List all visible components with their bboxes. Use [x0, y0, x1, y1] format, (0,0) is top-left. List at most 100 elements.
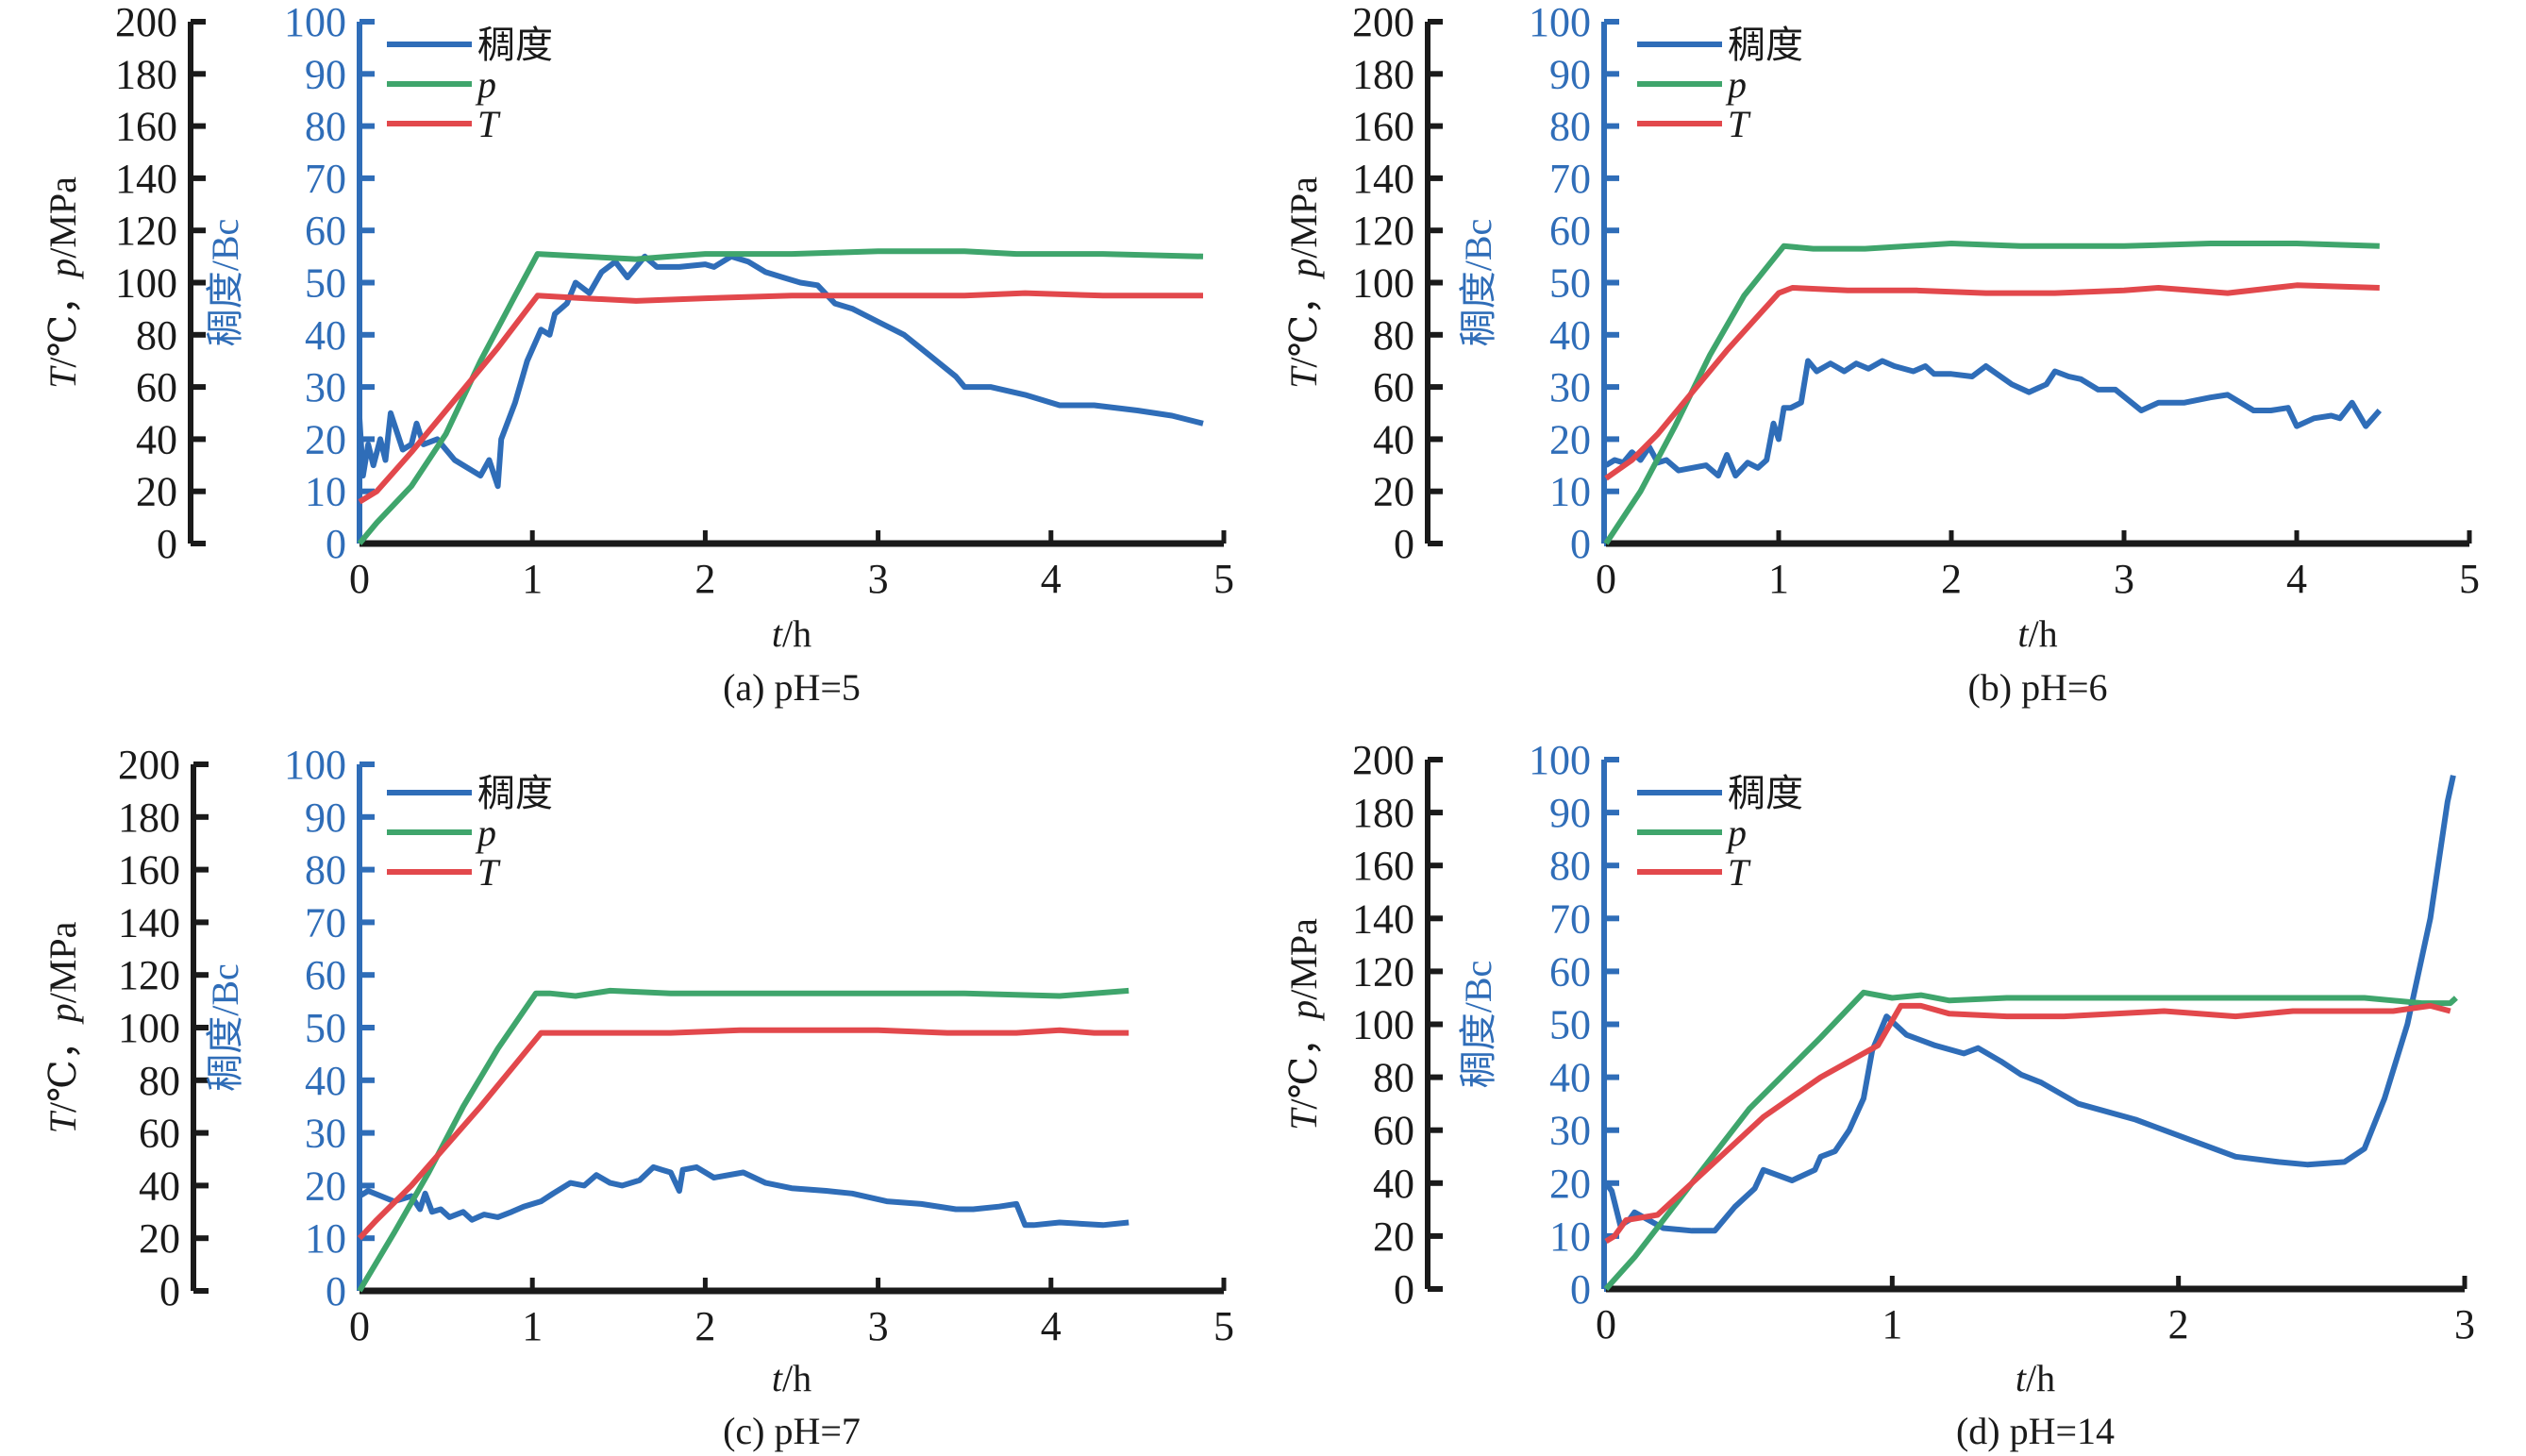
left-y-tick-label: 40	[1373, 416, 1414, 462]
legend-label: 稠度	[1728, 772, 1803, 814]
left-y-tick-label: 120	[1352, 208, 1414, 254]
legend-item-temperature: T	[387, 103, 501, 145]
consistency-y-axis-label: 稠度/Bc	[204, 219, 246, 347]
legend-label: T	[477, 851, 501, 894]
x-tick-label: 4	[1041, 1303, 1062, 1349]
left-y-tick-label: 0	[1394, 521, 1414, 567]
consistency-y-tick-label: 50	[305, 1005, 346, 1051]
consistency-y-tick-label: 50	[1549, 1002, 1591, 1048]
left-y-tick-label: 20	[1373, 1213, 1414, 1260]
left-y-tick-label: 60	[1373, 364, 1414, 410]
x-axis-label: t/h	[772, 1357, 811, 1399]
consistency-y-tick-label: 60	[305, 952, 346, 998]
left-y-axis-label: T/℃，p/MPa	[1282, 918, 1325, 1130]
left-y-tick-label: 180	[1352, 51, 1414, 97]
consistency-y-tick-label: 30	[305, 364, 346, 410]
left-y-tick-label: 100	[118, 1005, 180, 1051]
consistency-y-tick-label: 70	[305, 156, 346, 202]
consistency-y-tick-label: 70	[1549, 156, 1591, 202]
consistency-y-tick-label: 90	[1549, 790, 1591, 836]
series-pressure	[1603, 241, 2380, 545]
consistency-y-tick-label: 70	[1549, 895, 1591, 942]
consistency-y-tick-label: 10	[305, 469, 346, 515]
left-y-tick-label: 0	[1394, 1266, 1414, 1313]
legend-label: T	[1728, 851, 1751, 894]
legend-item-consistency: 稠度	[387, 772, 553, 814]
series-pressure	[357, 248, 1204, 545]
x-tick-label: 0	[349, 556, 370, 602]
x-axis-label: t/h	[2017, 612, 2057, 655]
x-tick-label: 1	[1882, 1301, 1902, 1347]
left-y-tick-label: 20	[136, 469, 177, 515]
pressure-line	[1603, 989, 2458, 1292]
left-y-tick-label: 0	[157, 521, 177, 567]
consistency-y-tick-label: 70	[305, 899, 346, 946]
left-y-label-deg: /℃，	[1282, 1019, 1325, 1110]
left-y-tick-label: 100	[115, 260, 177, 307]
left-y-tick-label: 140	[118, 899, 180, 946]
x-axis-label-unit: /h	[782, 1357, 811, 1399]
consistency-y-tick-label: 10	[305, 1215, 346, 1262]
series-consistency	[1604, 358, 2383, 479]
consistency-y-tick-label: 20	[1549, 416, 1591, 462]
consistency-y-tick-label: 90	[305, 795, 346, 841]
left-y-tick-label: 120	[118, 952, 180, 998]
series-temperature	[357, 1027, 1129, 1241]
left-y-tick-label: 160	[115, 104, 177, 150]
consistency-y-tick-label: 100	[284, 742, 346, 788]
legend-item-consistency: 稠度	[387, 24, 553, 66]
consistency-line	[358, 1163, 1129, 1229]
consistency-y-axis-label: 稠度/Bc	[1457, 219, 1499, 347]
left-y-tick-label: 200	[118, 742, 180, 788]
x-axis-label-variable: t	[772, 612, 783, 655]
x-tick-label: 4	[1041, 556, 1062, 602]
x-tick-label: 1	[1768, 556, 1789, 602]
left-y-tick-label: 180	[115, 51, 177, 97]
series-temperature	[1604, 282, 2380, 481]
left-y-label-p: p	[1282, 259, 1325, 280]
chart-panel-c: 0204060801001201401601802000102030405060…	[42, 742, 1234, 1452]
left-y-tick-label: 20	[1373, 469, 1414, 515]
series-pressure	[1603, 989, 2458, 1292]
consistency-line	[1603, 775, 2456, 1234]
left-y-tick-label: 200	[115, 0, 177, 45]
left-y-tick-label: 80	[136, 312, 177, 359]
legend-item-pressure: p	[1637, 812, 1747, 854]
chart-panel-a: 0204060801001201401601802000102030405060…	[42, 0, 1234, 709]
legend-label: 稠度	[1728, 24, 1803, 66]
legend-item-pressure: p	[387, 812, 496, 854]
left-y-tick-label: 60	[1373, 1108, 1414, 1154]
x-axis-label: t/h	[772, 612, 811, 655]
consistency-y-tick-label: 0	[326, 1268, 346, 1314]
x-tick-label: 2	[2168, 1301, 2189, 1347]
x-tick-label: 5	[2459, 556, 2480, 602]
legend-label: p	[475, 63, 496, 106]
x-tick-label: 3	[868, 1303, 889, 1349]
left-y-tick-label: 40	[1373, 1161, 1414, 1207]
series-consistency	[357, 253, 1204, 490]
consistency-y-tick-label: 100	[284, 0, 346, 45]
left-y-tick-label: 100	[1352, 1002, 1414, 1048]
consistency-y-tick-label: 40	[305, 312, 346, 359]
x-axis-label-variable: t	[2017, 612, 2029, 655]
pressure-line	[357, 987, 1129, 1293]
x-axis-label: t/h	[2016, 1357, 2055, 1399]
left-y-label-unit: /MPa	[42, 176, 84, 259]
left-y-label-deg: /℃，	[1282, 277, 1325, 368]
left-y-label-T: T	[42, 1110, 84, 1133]
consistency-y-tick-label: 0	[1570, 521, 1591, 567]
x-axis-label-unit: /h	[2026, 1357, 2055, 1399]
consistency-y-tick-label: 40	[1549, 1055, 1591, 1101]
consistency-y-tick-label: 40	[305, 1058, 346, 1104]
legend-item-pressure: p	[1637, 63, 1747, 106]
x-tick-label: 3	[2114, 556, 2134, 602]
left-y-tick-label: 80	[139, 1058, 180, 1104]
x-axis-label-variable: t	[2016, 1357, 2027, 1399]
x-tick-label: 1	[522, 1303, 543, 1349]
legend-label: T	[477, 103, 501, 145]
x-tick-label: 3	[868, 556, 889, 602]
consistency-y-tick-label: 90	[1549, 51, 1591, 97]
left-y-label-unit: /MPa	[1282, 918, 1325, 1000]
left-y-tick-label: 140	[1352, 895, 1414, 942]
